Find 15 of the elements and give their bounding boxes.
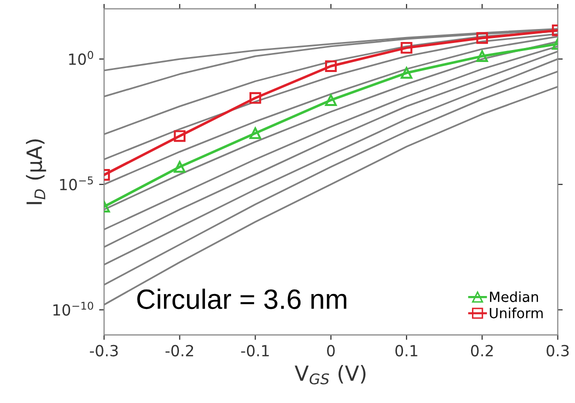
x-tick-label: 0.1 [395,344,418,356]
x-axis-title: V$_{GS}$ (V) [294,364,366,384]
x-tick-label: -0.3 [90,344,118,356]
y-tick-label: 10$^{−10}$ [53,302,94,316]
legend-label: Uniform [490,308,543,318]
x-tick-label: 0.2 [470,344,493,356]
y-axis-title: I$_{D}$ (μA) [26,139,46,204]
x-tick-label: -0.1 [241,344,269,356]
y-tick-label: 10$^{−5}$ [60,176,93,190]
x-tick-label: 0 [327,344,335,356]
y-tick-label: 10$^{0}$ [69,50,94,65]
x-tick-label: 0.3 [546,344,569,356]
annotation: Circular = 3.6 nm [137,288,346,310]
x-tick-label: -0.2 [166,344,194,356]
legend-label: Median [490,291,538,302]
